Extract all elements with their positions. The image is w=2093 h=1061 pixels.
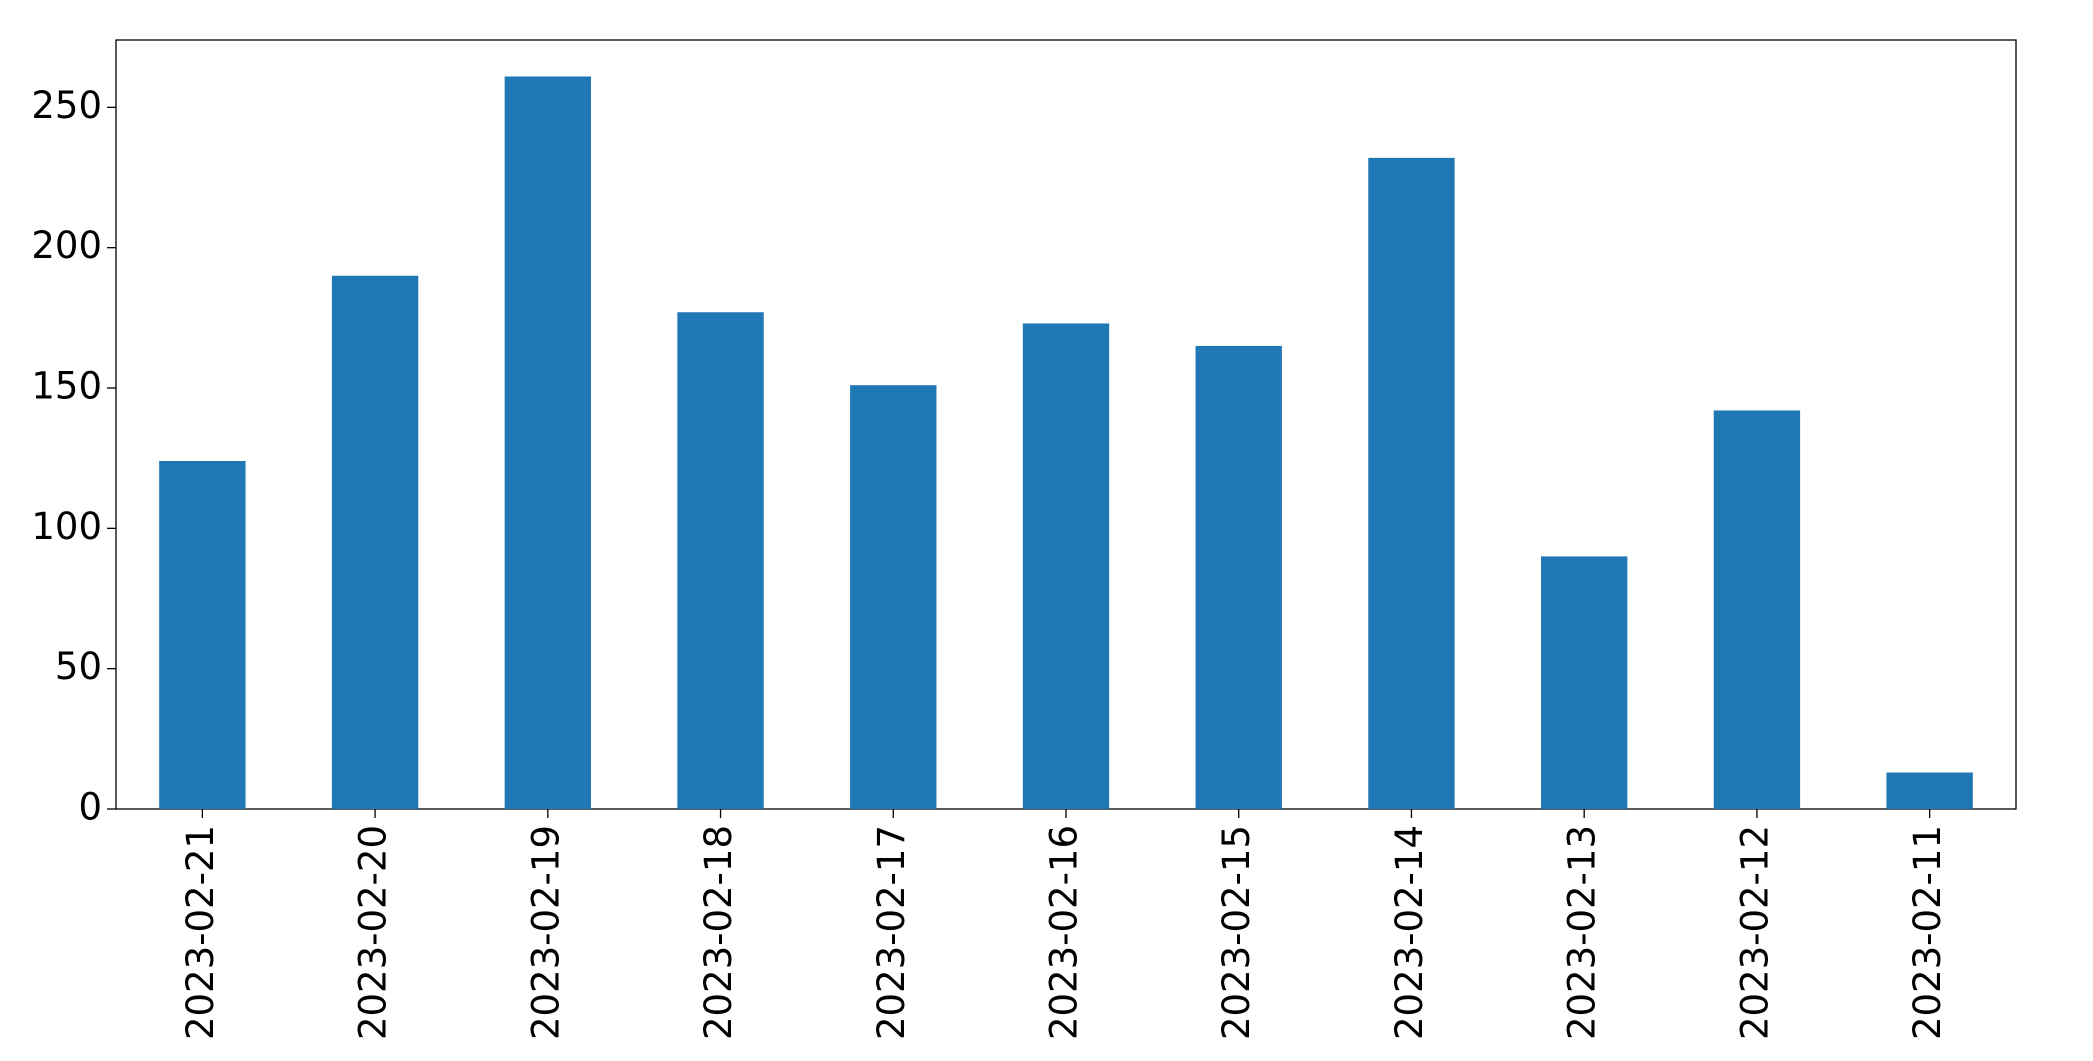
bar (504, 76, 591, 809)
y-tick-label: 150 (31, 365, 102, 408)
bar (850, 385, 937, 809)
bar (1713, 410, 1801, 809)
x-tick-label: 2023-02-19 (524, 825, 567, 1040)
y-tick-label: 250 (31, 84, 102, 127)
y-tick-label: 100 (31, 505, 102, 548)
bar (1886, 772, 1973, 809)
x-tick-label: 2023-02-12 (1733, 825, 1776, 1040)
bar (677, 312, 764, 809)
x-tick-label: 2023-02-18 (697, 825, 740, 1040)
x-tick-label: 2023-02-17 (870, 825, 913, 1040)
bar (159, 460, 246, 809)
x-tick-label: 2023-02-21 (179, 825, 222, 1040)
x-tick-label: 2023-02-15 (1215, 825, 1258, 1040)
x-tick-label: 2023-02-14 (1388, 825, 1431, 1040)
y-tick-label: 50 (55, 645, 102, 688)
x-tick-label: 2023-02-13 (1561, 825, 1604, 1040)
x-tick-label: 2023-02-11 (1906, 825, 1949, 1040)
bar (1368, 157, 1455, 809)
x-tick-label: 2023-02-16 (1043, 825, 1086, 1040)
x-tick-label: 2023-02-20 (352, 825, 395, 1040)
bar (331, 275, 419, 809)
bar (1022, 323, 1110, 809)
y-tick-label: 200 (31, 224, 102, 267)
bar (1541, 556, 1628, 809)
y-tick-label: 0 (78, 786, 102, 829)
bar (1195, 345, 1282, 809)
